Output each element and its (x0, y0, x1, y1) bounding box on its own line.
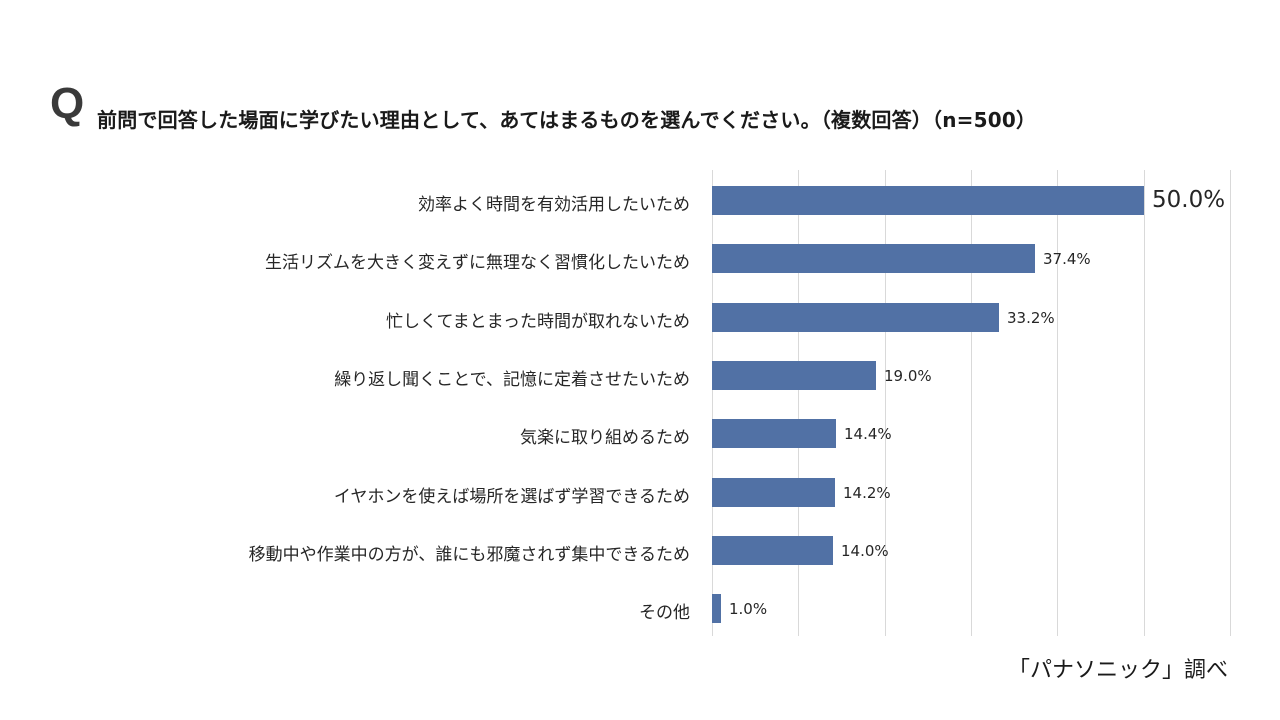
chart-title: 前問で回答した場面に学びたい理由として、あてはまるものを選んでください。（複数回… (97, 108, 1037, 132)
bar (712, 303, 999, 332)
bar-row: 14.4% (712, 419, 1230, 449)
gridline (971, 170, 972, 636)
bar (712, 478, 835, 507)
question-mark-q: Q (50, 79, 85, 128)
category-label: その他 (639, 603, 690, 623)
source-note: 「パナソニック」調べ (1007, 658, 1228, 683)
category-label: 効率よく時間を有効活用したいため (418, 195, 690, 215)
value-label: 37.4% (1043, 250, 1091, 268)
bar (712, 186, 1144, 215)
bar-row: 37.4% (712, 244, 1230, 274)
value-label: 19.0% (884, 367, 932, 385)
category-label: 気楽に取り組めるため (520, 428, 690, 448)
gridline (712, 170, 713, 636)
bar (712, 244, 1035, 273)
category-label: 忙しくてまとまった時間が取れないため (386, 312, 690, 332)
bar (712, 419, 836, 448)
gridline (885, 170, 886, 636)
bar (712, 594, 721, 623)
bar-row: 14.2% (712, 478, 1230, 508)
plot-area: 50.0% 37.4% 33.2% 19.0% 14.4% 14.2% 14.0% 1.0% (712, 170, 1231, 636)
gridline (798, 170, 799, 636)
value-label: 50.0% (1152, 187, 1226, 213)
category-label: イヤホンを使えば場所を選ばず学習できるため (333, 487, 690, 507)
gridline (1144, 170, 1145, 636)
bar (712, 536, 833, 565)
value-label: 1.0% (729, 600, 768, 618)
category-label: 繰り返し聞くことで、記憶に定着させたいため (334, 370, 690, 390)
gridline (1057, 170, 1058, 636)
gridline (1230, 170, 1231, 636)
value-label: 33.2% (1007, 309, 1055, 327)
value-label: 14.2% (843, 484, 891, 502)
bar-row: 19.0% (712, 361, 1230, 391)
bar-row: 33.2% (712, 303, 1230, 333)
category-label: 移動中や作業中の方が、誰にも邪魔されず集中できるため (248, 545, 690, 565)
bar-row: 50.0% (712, 186, 1230, 216)
value-label: 14.0% (841, 542, 889, 560)
bar (712, 361, 876, 390)
category-label: 生活リズムを大きく変えずに無理なく習慣化したいため (265, 253, 690, 273)
bar-row: 1.0% (712, 594, 1230, 624)
bar-row: 14.0% (712, 536, 1230, 566)
value-label: 14.4% (844, 425, 892, 443)
